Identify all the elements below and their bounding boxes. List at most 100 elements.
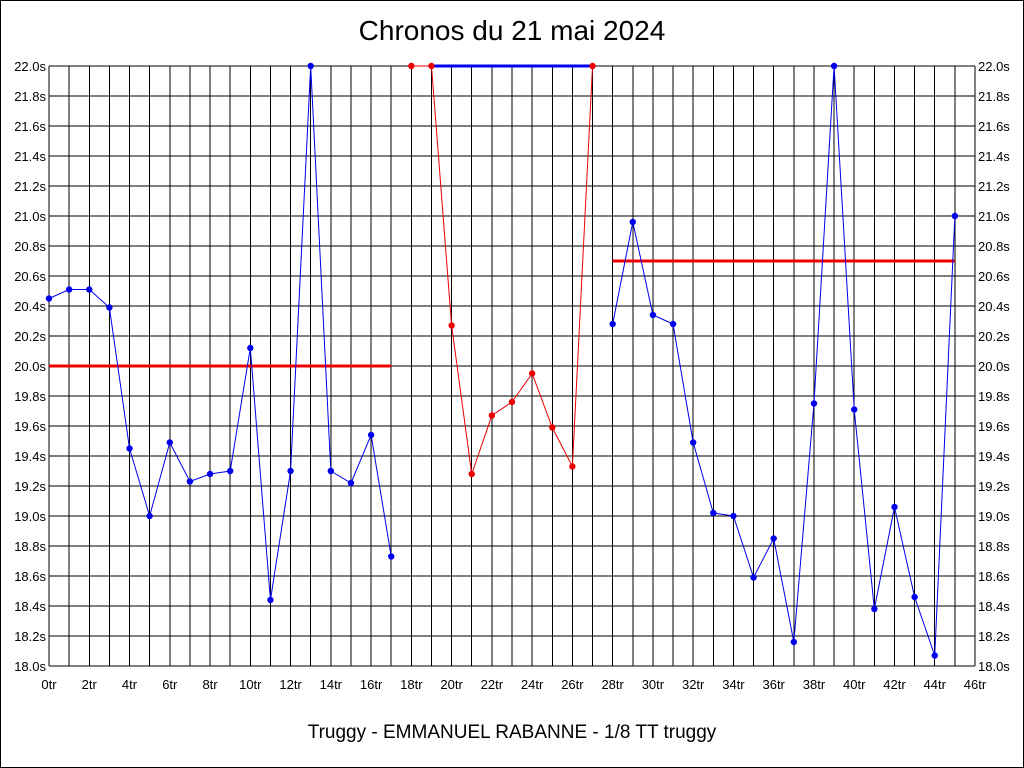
data-point bbox=[428, 62, 435, 70]
data-point bbox=[730, 512, 737, 520]
y-tick-label-right: 19.6s bbox=[978, 419, 1010, 434]
data-point bbox=[408, 62, 415, 70]
x-tick-label: 0tr bbox=[41, 677, 57, 692]
y-tick-label-left: 20.2s bbox=[14, 329, 46, 344]
data-point bbox=[851, 406, 858, 413]
x-tick-label: 26tr bbox=[561, 677, 584, 692]
y-tick-label-right: 22.0s bbox=[978, 59, 1010, 74]
data-point bbox=[549, 424, 556, 431]
data-point bbox=[166, 439, 173, 446]
data-point bbox=[689, 439, 697, 446]
y-tick-label-right: 20.4s bbox=[978, 299, 1010, 314]
y-tick-label-right: 18.6s bbox=[978, 569, 1010, 584]
data-point bbox=[508, 398, 516, 406]
data-point bbox=[951, 212, 959, 220]
y-tick-label-right: 21.6s bbox=[978, 119, 1010, 134]
y-tick-label-right: 18.0s bbox=[978, 659, 1010, 674]
y-tick-label-left: 21.2s bbox=[14, 179, 46, 194]
x-tick-label: 14tr bbox=[320, 677, 343, 692]
data-point bbox=[830, 62, 838, 70]
data-point bbox=[226, 467, 234, 475]
y-tick-label-right: 18.2s bbox=[978, 629, 1010, 644]
y-tick-label-left: 20.8s bbox=[14, 239, 46, 254]
data-point bbox=[307, 62, 314, 70]
data-point bbox=[287, 467, 294, 475]
series-line bbox=[48, 65, 392, 601]
x-tick-label: 36tr bbox=[762, 677, 785, 692]
chart-footer: Truggy - EMMANUEL RABANNE - 1/8 TT trugg… bbox=[307, 722, 717, 743]
data-point bbox=[891, 503, 898, 511]
data-point bbox=[649, 311, 657, 319]
y-tick-label-left: 20.4s bbox=[14, 299, 46, 314]
x-tick-label: 38tr bbox=[803, 677, 826, 692]
y-tick-label-left: 19.2s bbox=[14, 479, 46, 494]
y-tick-label-right: 19.2s bbox=[978, 479, 1010, 494]
data-point bbox=[488, 412, 496, 419]
x-tick-label: 2tr bbox=[82, 677, 98, 692]
y-tick-label-left: 18.4s bbox=[14, 599, 46, 614]
data-point bbox=[367, 431, 375, 439]
x-tick-label: 12tr bbox=[279, 677, 302, 692]
x-tick-label: 42tr bbox=[883, 677, 906, 692]
data-point bbox=[750, 574, 757, 581]
data-point bbox=[629, 218, 636, 226]
y-tick-label-right: 20.0s bbox=[978, 359, 1010, 374]
data-point bbox=[65, 286, 73, 293]
data-point bbox=[669, 320, 677, 328]
y-tick-label-left: 19.8s bbox=[14, 389, 46, 404]
data-point bbox=[146, 512, 153, 520]
x-tick-label: 4tr bbox=[122, 677, 138, 692]
y-tick-label-right: 19.4s bbox=[978, 449, 1010, 464]
y-tick-label-right: 18.4s bbox=[978, 599, 1010, 614]
data-point bbox=[247, 344, 254, 352]
data-point bbox=[589, 62, 596, 70]
x-tick-label: 22tr bbox=[481, 677, 504, 692]
y-tick-label-left: 21.0s bbox=[14, 209, 46, 224]
y-tick-label-right: 20.6s bbox=[978, 269, 1010, 284]
y-tick-label-right: 21.8s bbox=[978, 89, 1010, 104]
y-tick-label-left: 18.8s bbox=[14, 539, 46, 554]
x-tick-label: 44tr bbox=[924, 677, 947, 692]
y-tick-label-right: 21.0s bbox=[978, 209, 1010, 224]
y-tick-label-left: 19.4s bbox=[14, 449, 46, 464]
data-point bbox=[770, 535, 777, 542]
series-line bbox=[612, 65, 956, 656]
data-point bbox=[347, 479, 355, 487]
data-point bbox=[186, 478, 194, 485]
data-point bbox=[267, 596, 274, 604]
data-point bbox=[710, 509, 717, 517]
y-tick-label-left: 21.8s bbox=[14, 89, 46, 104]
x-tick-label: 18tr bbox=[400, 677, 423, 692]
y-tick-label-right: 19.0s bbox=[978, 509, 1010, 524]
y-tick-label-left: 21.6s bbox=[14, 119, 46, 134]
data-point bbox=[931, 652, 938, 659]
y-tick-label-left: 20.6s bbox=[14, 269, 46, 284]
data-point bbox=[106, 304, 113, 311]
data-point bbox=[569, 463, 576, 470]
x-tick-label: 20tr bbox=[440, 677, 463, 692]
data-point bbox=[206, 470, 214, 478]
chart-title: Chronos du 21 mai 2024 bbox=[358, 15, 666, 46]
data-point bbox=[790, 638, 798, 646]
x-tick-label: 6tr bbox=[162, 677, 178, 692]
data-point bbox=[45, 295, 53, 302]
y-tick-label-left: 18.2s bbox=[14, 629, 46, 644]
x-tick-label: 46tr bbox=[964, 677, 987, 692]
y-tick-label-right: 18.8s bbox=[978, 539, 1010, 554]
x-tick-label: 16tr bbox=[360, 677, 383, 692]
x-tick-label: 32tr bbox=[682, 677, 705, 692]
y-tick-label-right: 19.8s bbox=[978, 389, 1010, 404]
y-tick-label-left: 20.0s bbox=[14, 359, 46, 374]
data-point bbox=[86, 286, 93, 293]
y-tick-label-left: 18.6s bbox=[14, 569, 46, 584]
x-tick-label: 30tr bbox=[642, 677, 665, 692]
y-tick-label-left: 19.0s bbox=[14, 509, 46, 524]
x-tick-label: 24tr bbox=[521, 677, 544, 692]
y-tick-label-left: 21.4s bbox=[14, 149, 46, 164]
data-point bbox=[528, 370, 536, 377]
series-line bbox=[411, 65, 594, 475]
y-tick-label-right: 20.8s bbox=[978, 239, 1010, 254]
y-tick-label-left: 18.0s bbox=[14, 659, 46, 674]
y-tick-label-right: 20.2s bbox=[978, 329, 1010, 344]
